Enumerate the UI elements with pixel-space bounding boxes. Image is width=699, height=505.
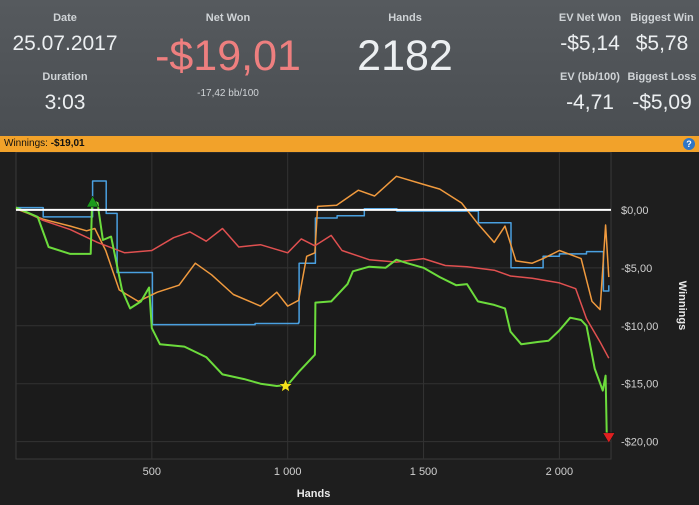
series-line [16, 180, 610, 326]
y-axis-label: Winnings [676, 281, 688, 330]
hands-value: 2182 [357, 32, 453, 80]
net-won-bb100: -17,42 bb/100 [197, 88, 259, 99]
x-axis-label: Hands [297, 488, 331, 500]
winnings-chart-svg: 500 1 000 1 500 2 000 $0,00 -$5,00 -$10,00 -$15… [15, 151, 688, 500]
duration-value: 3:03 [44, 91, 86, 114]
down-triangle-marker [602, 432, 616, 444]
series-line [15, 199, 610, 437]
ev-bb100-value: -4,71 [566, 91, 614, 114]
hands-label: Hands [388, 12, 422, 24]
winnings-chart: 500 1 000 1 500 2 000 $0,00 -$5,00 -$10,00 -$15… [0, 151, 699, 500]
biggest-loss-label: Biggest Loss [627, 71, 697, 83]
x-tick-label: 500 [143, 466, 161, 478]
winnings-summary: Winnings: -$19,01 [4, 138, 85, 149]
biggest-win-label: Biggest Win [630, 12, 694, 24]
ev-bb100-label: EV (bb/100) [560, 71, 620, 83]
winnings-value: -$19,01 [50, 138, 85, 149]
biggest-win-value: $5,78 [635, 32, 689, 55]
net-won-value: -$19,01 [155, 32, 301, 80]
date-label: Date [53, 12, 77, 24]
star-marker [278, 378, 293, 393]
winnings-label: Winnings: [4, 138, 48, 149]
x-tick-label: 2 000 [546, 466, 574, 478]
session-summary-header: Date 25.07.2017 Duration 3:03 Net Won -$… [0, 0, 699, 136]
date-value: 25.07.2017 [12, 32, 118, 55]
net-won-label: Net Won [205, 12, 251, 24]
biggest-loss-value: -$5,09 [632, 91, 692, 114]
ev-net-won-value: -$5,14 [560, 32, 620, 55]
duration-label: Duration [42, 71, 88, 83]
y-tick-label: $0,00 [621, 205, 649, 217]
y-tick-label: -$5,00 [621, 263, 652, 275]
plot-area [15, 151, 612, 460]
ev-net-won-label: EV Net Won [558, 12, 622, 24]
help-icon[interactable]: ? [683, 138, 695, 150]
x-tick-label: 1 500 [410, 466, 438, 478]
x-tick-label: 1 000 [274, 466, 302, 478]
up-triangle-marker [86, 195, 100, 208]
y-tick-label: -$15,00 [621, 379, 658, 391]
winnings-bar: Winnings: -$19,01 ? [0, 136, 699, 152]
series-line [15, 206, 610, 359]
y-tick-label: -$10,00 [621, 321, 658, 333]
y-tick-label: -$20,00 [621, 437, 658, 449]
series-line [15, 175, 610, 311]
